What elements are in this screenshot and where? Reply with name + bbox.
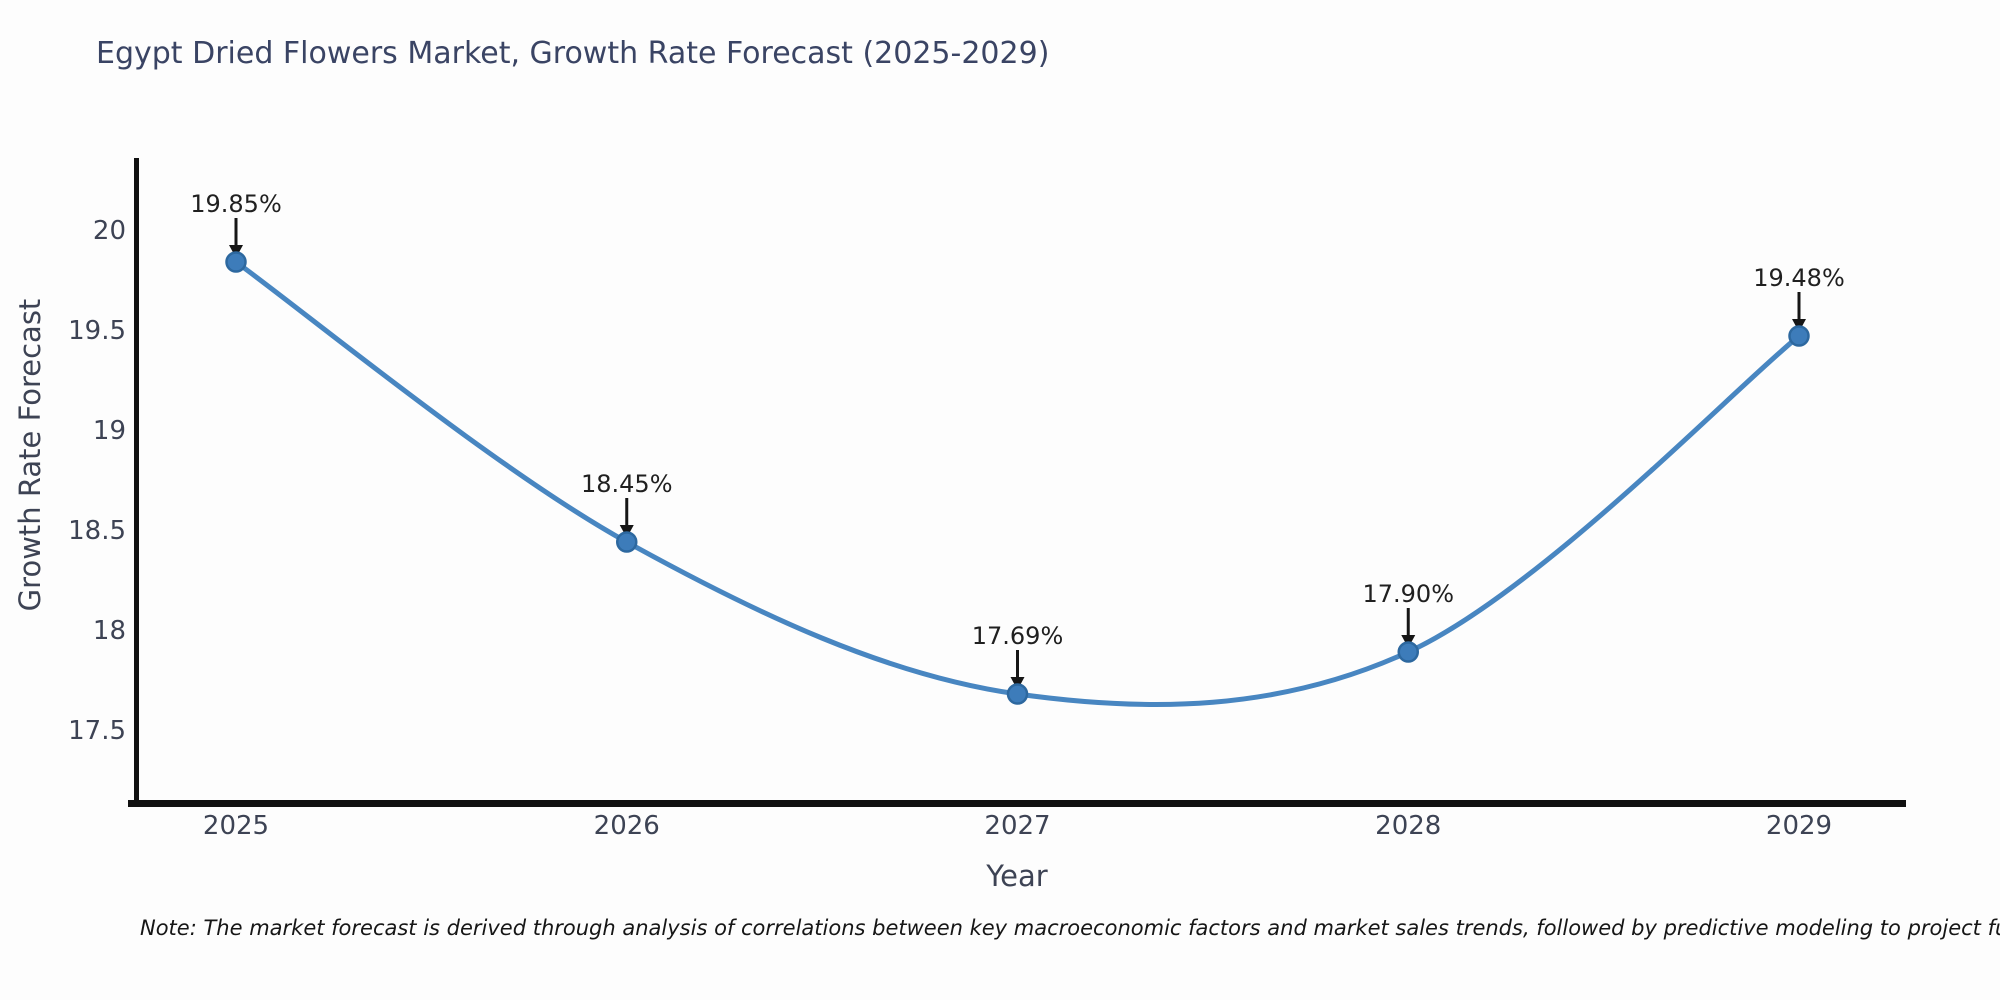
- annotation-label-2025: 19.85%: [190, 190, 282, 218]
- y-tick-18.5: 18.5: [68, 516, 126, 546]
- chart-title: Egypt Dried Flowers Market, Growth Rate …: [96, 36, 1050, 71]
- data-point-2029: [1788, 325, 1810, 347]
- x-tick-2029: 2029: [1765, 811, 1833, 841]
- annotation-label-2026: 18.45%: [580, 470, 673, 498]
- data-point-2028: [1397, 641, 1419, 663]
- y-tick-17.5: 17.5: [68, 716, 126, 746]
- data-point-2026: [616, 531, 638, 553]
- data-point-2025: [225, 251, 247, 273]
- y-tick-20: 20: [92, 216, 126, 246]
- x-axis-label: Year: [986, 859, 1048, 893]
- y-tick-19: 19: [92, 416, 126, 446]
- x-tick-2025: 2025: [202, 811, 270, 841]
- x-tick-2026: 2026: [593, 811, 660, 841]
- x-tick-2027: 2027: [984, 811, 1051, 841]
- footnote: Note: The market forecast is derived thr…: [140, 916, 2000, 940]
- x-tick-2028: 2028: [1375, 811, 1442, 841]
- annotation-label-2027: 17.69%: [971, 622, 1064, 650]
- annotation-label-2029: 19.48%: [1753, 264, 1845, 292]
- y-tick-18: 18: [92, 616, 126, 646]
- annotation-label-2028: 17.90%: [1362, 580, 1455, 608]
- y-tick-19.5: 19.5: [68, 316, 126, 346]
- data-point-2027: [1006, 683, 1029, 705]
